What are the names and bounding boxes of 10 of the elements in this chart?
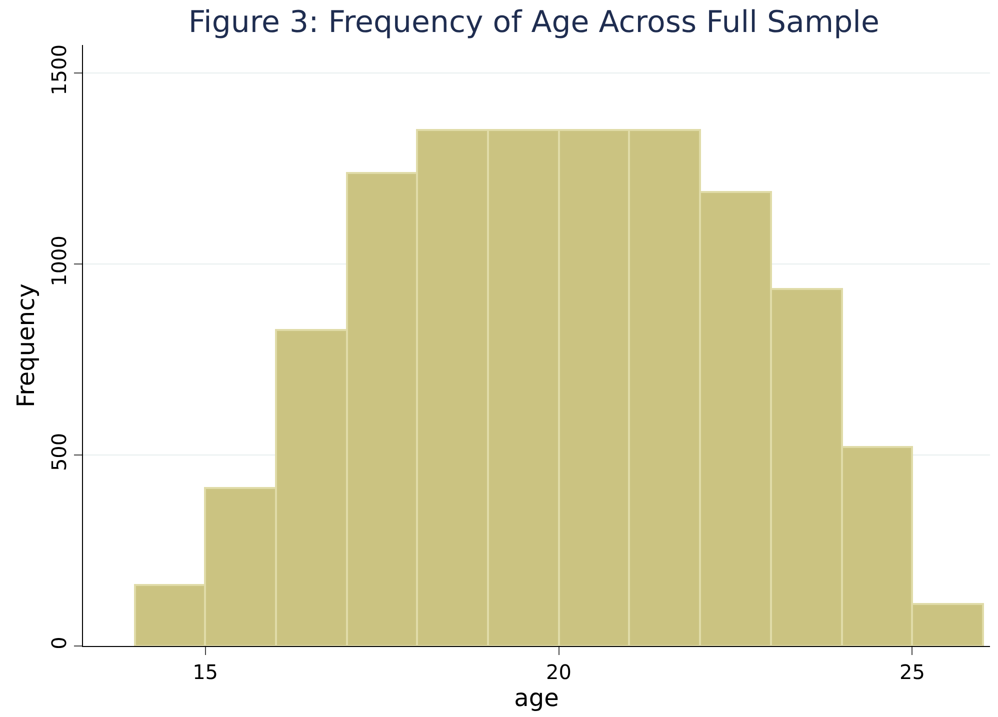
y-tick-label: 1500	[47, 44, 71, 96]
y-tick-label: 0	[47, 636, 71, 650]
x-tick-label: 15	[192, 660, 218, 684]
y-tick-label: 500	[47, 432, 71, 472]
y-axis-title: Frequency	[12, 284, 40, 408]
x-tick-label: 20	[546, 660, 572, 684]
x-axis-title: age	[514, 684, 559, 712]
y-tick-label: 1000	[47, 235, 71, 286]
x-tick-label: 25	[900, 660, 925, 684]
chart-title: Figure 3: Frequency of Age Across Full Sample	[188, 4, 880, 40]
